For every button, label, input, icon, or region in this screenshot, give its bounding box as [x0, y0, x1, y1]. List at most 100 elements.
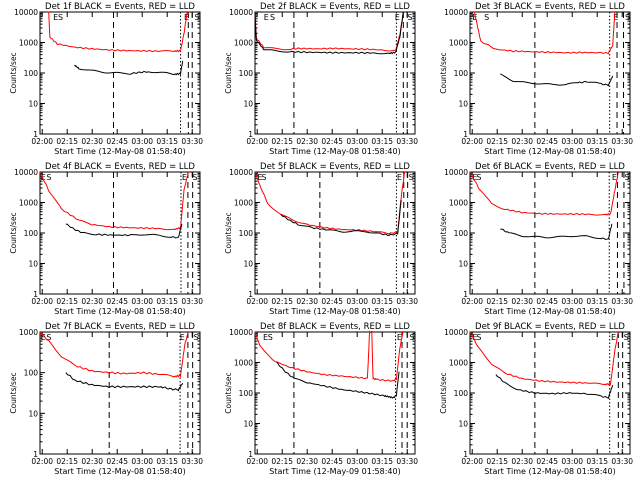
x-axis-label: Start Time (12-May-08 01:58:40)	[269, 147, 400, 156]
y-tick-label: 1000	[449, 39, 468, 48]
y-tick-label: 1000	[19, 39, 38, 48]
series-line-events	[254, 11, 404, 55]
x-tick-label: 02:00	[461, 297, 483, 306]
y-axis-label: Counts/sec	[439, 52, 448, 93]
x-axis-label: Start Time (12-May-09 01:58:40)	[269, 467, 400, 476]
y-tick-label: 10	[28, 260, 38, 269]
marker-E: E	[397, 333, 402, 342]
y-tick-label: 10000	[444, 168, 468, 177]
y-tick-label: 100	[24, 69, 39, 78]
x-tick-label: 02:30	[511, 457, 533, 466]
y-tick-label: 10	[458, 420, 468, 429]
marker-S: S	[410, 333, 415, 342]
y-tick-label: 1000	[234, 39, 253, 48]
x-axis-label: Start Time (12-May-08 01:58:40)	[54, 307, 185, 316]
panel-title: Det 9f BLACK = Events, RED = LLD	[475, 322, 625, 332]
x-tick-label: 03:00	[346, 457, 368, 466]
y-tick-label: 10000	[229, 8, 253, 17]
x-tick-label: 03:15	[586, 137, 608, 146]
panel-title: Det 6f BLACK = Events, RED = LLD	[475, 162, 625, 172]
x-tick-label: 02:15	[271, 137, 293, 146]
x-tick-label: 02:15	[486, 457, 508, 466]
panel-title: Det 3f BLACK = Events, RED = LLD	[475, 2, 625, 12]
series-line-lld	[39, 331, 189, 378]
x-tick-label: 02:00	[246, 137, 268, 146]
x-tick-label: 03:30	[396, 297, 418, 306]
panel-7: Det 7f BLACK = Events, RED = LLD 1 10 100 10…	[9, 322, 203, 476]
marker-E: E	[257, 173, 262, 182]
panel-title: Det 2f BLACK = Events, RED = LLD	[260, 2, 410, 12]
marker-E: E	[612, 173, 617, 182]
x-tick-label: 03:15	[371, 297, 393, 306]
series-line-events	[65, 223, 183, 239]
panel-9: Det 9f BLACK = Events, RED = LLD 1 10 100 10…	[439, 322, 633, 476]
series-line-events	[495, 374, 614, 400]
x-tick-label: 03:00	[561, 137, 583, 146]
marker-E: E	[264, 13, 269, 22]
x-tick-label: 02:00	[246, 457, 268, 466]
y-tick-label: 100	[454, 389, 469, 398]
marker-S: S	[624, 333, 629, 342]
x-tick-label: 02:15	[56, 297, 78, 306]
series-line-lld	[254, 330, 404, 382]
marker-S: S	[46, 173, 51, 182]
plot-frame	[39, 331, 201, 455]
x-axis-label: Start Time (12-May-08 01:58:40)	[269, 307, 400, 316]
y-tick-label: 1	[33, 130, 38, 139]
y-tick-label: 10000	[14, 168, 38, 177]
y-tick-label: 10	[458, 260, 468, 269]
y-tick-label: 1	[248, 290, 253, 299]
y-tick-label: 1	[248, 130, 253, 139]
x-tick-label: 02:45	[536, 457, 558, 466]
plot-frame	[254, 11, 416, 135]
y-tick-label: 1000	[19, 199, 38, 208]
x-tick-label: 02:00	[31, 457, 53, 466]
series-line-lld	[473, 11, 616, 55]
marker-E: E	[182, 173, 187, 182]
series-line-lld	[39, 171, 189, 231]
y-axis-label: Counts/sec	[224, 372, 233, 413]
x-tick-label: 02:00	[461, 457, 483, 466]
y-axis-label: Counts/sec	[9, 372, 18, 413]
x-tick-label: 02:15	[486, 297, 508, 306]
y-tick-label: 1000	[234, 359, 253, 368]
y-tick-label: 1	[248, 450, 253, 459]
plot-frame	[469, 171, 631, 295]
y-tick-label: 10000	[229, 328, 253, 337]
y-tick-label: 1000	[234, 199, 253, 208]
x-axis-label: Start Time (12-May-08 01:58:40)	[484, 467, 615, 476]
y-axis-label: Counts/sec	[439, 372, 448, 413]
y-tick-label: 1	[463, 290, 468, 299]
series-line-events	[74, 60, 184, 76]
marker-S: S	[625, 13, 630, 22]
y-tick-label: 1000	[449, 199, 468, 208]
x-tick-label: 02:45	[536, 137, 558, 146]
panel-title: Det 8f BLACK = Events, RED = LLD	[260, 322, 410, 332]
panel-title: Det 1f BLACK = Events, RED = LLD	[45, 2, 195, 12]
y-tick-label: 100	[24, 369, 39, 378]
y-tick-label: 10000	[14, 8, 38, 17]
x-tick-label: 03:30	[396, 457, 418, 466]
marker-S: S	[195, 13, 200, 22]
panel-title: Det 5f BLACK = Events, RED = LLD	[260, 162, 410, 172]
marker-E: E	[395, 13, 400, 22]
x-tick-label: 03:15	[586, 297, 608, 306]
x-tick-label: 03:00	[561, 297, 583, 306]
y-axis-label: Counts/sec	[224, 52, 233, 93]
x-tick-label: 03:00	[346, 137, 368, 146]
x-tick-label: 02:30	[81, 457, 103, 466]
y-tick-label: 100	[454, 229, 469, 238]
x-tick-label: 02:45	[321, 297, 343, 306]
x-tick-label: 02:15	[56, 457, 78, 466]
marker-S: S	[407, 13, 412, 22]
x-tick-label: 03:00	[131, 137, 153, 146]
marker-S: S	[476, 333, 481, 342]
x-tick-label: 03:30	[181, 297, 203, 306]
x-tick-label: 03:15	[371, 457, 393, 466]
plot-frame	[469, 11, 631, 135]
marker-S: S	[46, 333, 51, 342]
x-axis-label: Start Time (12-May-08 01:58:40)	[484, 147, 615, 156]
x-axis-label: Start Time (12-May-08 01:58:40)	[484, 307, 615, 316]
y-tick-label: 10	[458, 100, 468, 109]
